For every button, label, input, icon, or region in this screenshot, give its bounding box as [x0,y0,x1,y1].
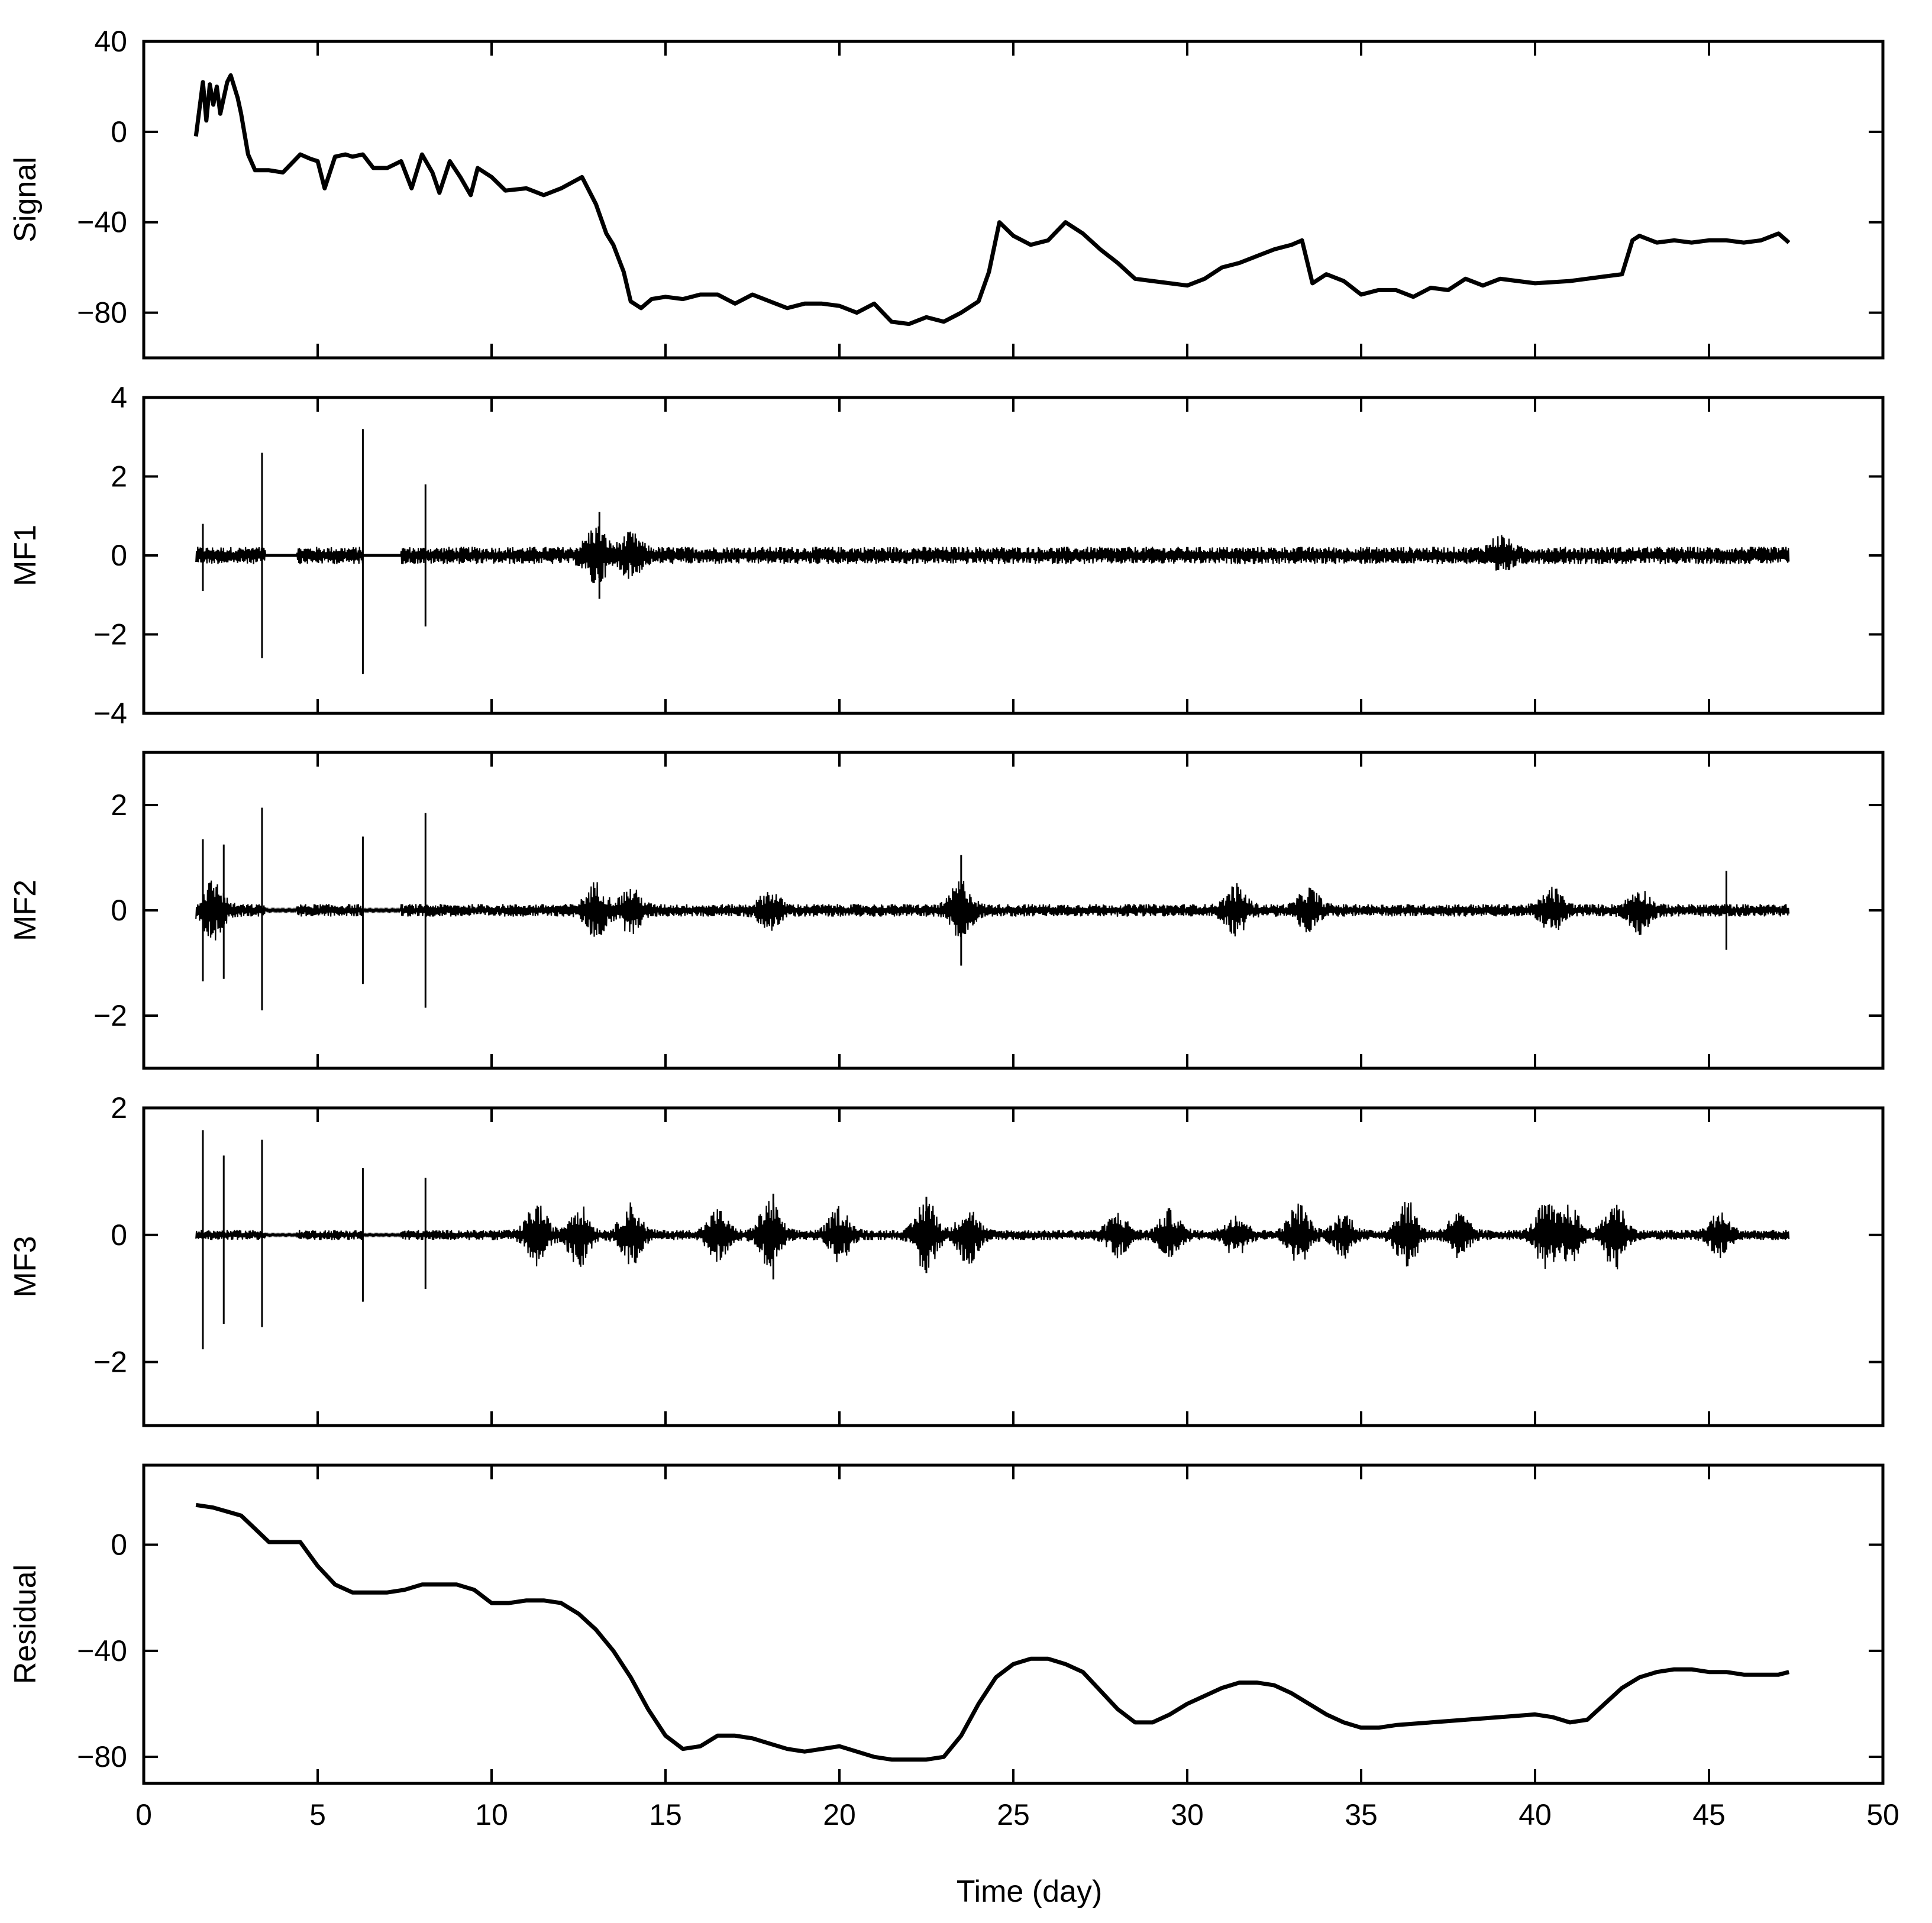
y-tick-label: 40 [94,25,127,58]
y-tick-label: −4 [93,697,127,730]
panel-residual: 0 −40 −80 Residual 0 5 10 15 20 25 30 35 40 45 50 [8,1463,1899,1831]
y-tick-label: −2 [93,618,127,651]
series-mf2-line [195,880,1790,941]
y-axis-title-mf1: MF1 [8,525,43,586]
x-tick-label: 40 [1519,1798,1552,1831]
plot-frame [142,40,1885,360]
y-tick-label: 0 [111,1528,127,1562]
x-tick-label: 10 [475,1798,508,1831]
y-tick-label: −80 [77,296,127,329]
panel-signal: 40 0 −40 −80 Signal [8,25,1885,360]
y-tick-label: 2 [111,788,127,822]
y-tick-label: 0 [111,1219,127,1252]
panel-mf2: 2 0 −2 MF2 [8,751,1885,1070]
panel-mf3: 2 0 −2 MF3 [8,1091,1885,1427]
y-tick-label: 2 [111,460,127,493]
x-tick-label: 0 [135,1798,152,1831]
plot-frame [142,1106,1885,1427]
x-tick-label: 25 [997,1798,1030,1831]
x-tick-label: 35 [1345,1798,1378,1831]
y-tick-label: 0 [111,539,127,572]
y-axis-title-signal: Signal [8,157,43,243]
x-tick-label: 50 [1866,1798,1899,1831]
y-tick-label: 0 [111,894,127,927]
x-tick-label: 15 [649,1798,682,1831]
y-tick-label: 4 [111,381,127,414]
y-tick-label: −2 [93,999,127,1032]
x-tick-label: 5 [309,1798,326,1831]
panel-mf1: 4 2 0 −2 −4 MF1 [8,381,1885,730]
series-mf1-line [195,526,1790,583]
series-residual-line [195,1502,1790,1762]
x-tick-label: 45 [1692,1798,1726,1831]
y-tick-label: −2 [93,1346,127,1379]
y-tick-label: −80 [77,1740,127,1773]
y-tick-label: −40 [77,206,127,239]
series-mf3-line [195,1201,1790,1271]
y-tick-label: 0 [111,115,127,148]
y-axis-title-residual: Residual [8,1565,43,1684]
x-tick-label: 20 [823,1798,856,1831]
x-tick-label: 30 [1171,1798,1204,1831]
y-tick-label: 2 [111,1091,127,1124]
y-axis-title-mf2: MF2 [8,880,43,941]
x-axis-title: Time (day) [957,1874,1103,1909]
plot-frame [142,1463,1885,1785]
y-tick-label: −40 [77,1634,127,1667]
series-signal-line [193,73,1791,327]
y-axis-title-mf3: MF3 [8,1236,43,1298]
